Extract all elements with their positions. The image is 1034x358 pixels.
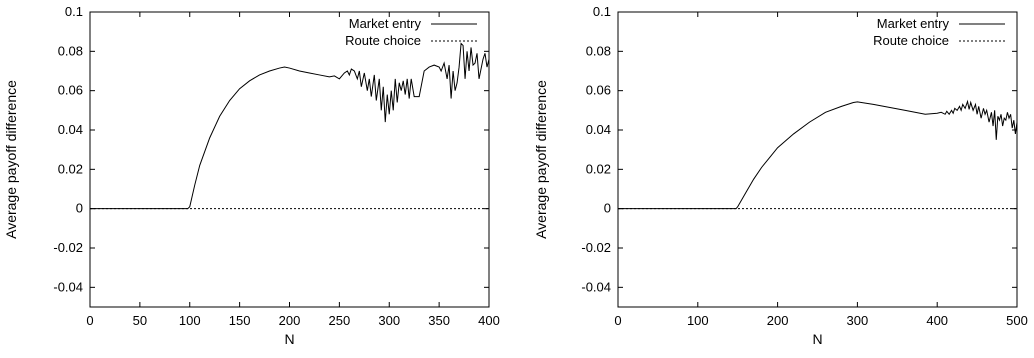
legend-label: Market entry <box>349 16 422 31</box>
legend: Market entry Route choice <box>873 16 1005 48</box>
y-tick-label: -0.02 <box>53 240 83 255</box>
chart-2: -0.04 -0.02 0 0.02 0.04 0.06 0.08 0.1 0 100 200 300… <box>533 4 1028 347</box>
y-tick-label: -0.04 <box>581 279 611 294</box>
legend-label: Market entry <box>877 16 950 31</box>
plot-frame <box>617 11 1018 308</box>
y-tick-label: 0.08 <box>58 43 83 58</box>
x-tick-label: 300 <box>378 313 400 328</box>
chart-1: -0.04 -0.02 0 0.02 0.04 0.06 0.08 0.1 0 50 100 150 2… <box>3 4 500 347</box>
x-tick-label: 350 <box>428 313 450 328</box>
y-tick-label: -0.02 <box>581 240 611 255</box>
y-tick-label: -0.04 <box>53 279 83 294</box>
x-tick-label: 50 <box>133 313 147 328</box>
x-axis-label: N <box>284 331 294 347</box>
y-tick-label: 0.1 <box>593 4 611 19</box>
x-tick-label: 0 <box>614 313 621 328</box>
y-tick-label: 0.04 <box>58 122 83 137</box>
y-tick-label: 0.04 <box>586 122 611 137</box>
y-tick-label: 0 <box>604 201 611 216</box>
x-tick-label: 150 <box>229 313 251 328</box>
y-tick-label: 0.06 <box>586 83 611 98</box>
y-axis-label: Average payoff difference <box>3 80 19 239</box>
y-tick-label: 0.06 <box>58 83 83 98</box>
y-axis-label: Average payoff difference <box>533 80 549 239</box>
x-tick-label: 100 <box>687 313 709 328</box>
x-tick-label: 250 <box>329 313 351 328</box>
legend: Market entry Route choice <box>345 16 477 48</box>
x-axis-label: N <box>812 331 822 347</box>
x-tick-label: 300 <box>847 313 869 328</box>
x-tick-label: 200 <box>767 313 789 328</box>
y-tick-label: 0.1 <box>65 4 83 19</box>
legend-label: Route choice <box>873 33 949 48</box>
series-line-market-entry <box>618 99 1018 210</box>
x-tick-label: 200 <box>279 313 301 328</box>
plot-frame <box>89 11 490 308</box>
y-tick-label: 0 <box>76 201 83 216</box>
x-tick-label: 500 <box>1006 313 1028 328</box>
x-tick-label: 0 <box>86 313 93 328</box>
y-tick-label: 0.08 <box>586 43 611 58</box>
legend-label: Route choice <box>345 33 421 48</box>
series-line-market-entry <box>90 42 490 210</box>
x-tick-label: 400 <box>478 313 500 328</box>
y-tick-label: 0.02 <box>586 161 611 176</box>
x-tick-label: 400 <box>926 313 948 328</box>
y-tick-label: 0.02 <box>58 161 83 176</box>
x-tick-label: 100 <box>179 313 201 328</box>
